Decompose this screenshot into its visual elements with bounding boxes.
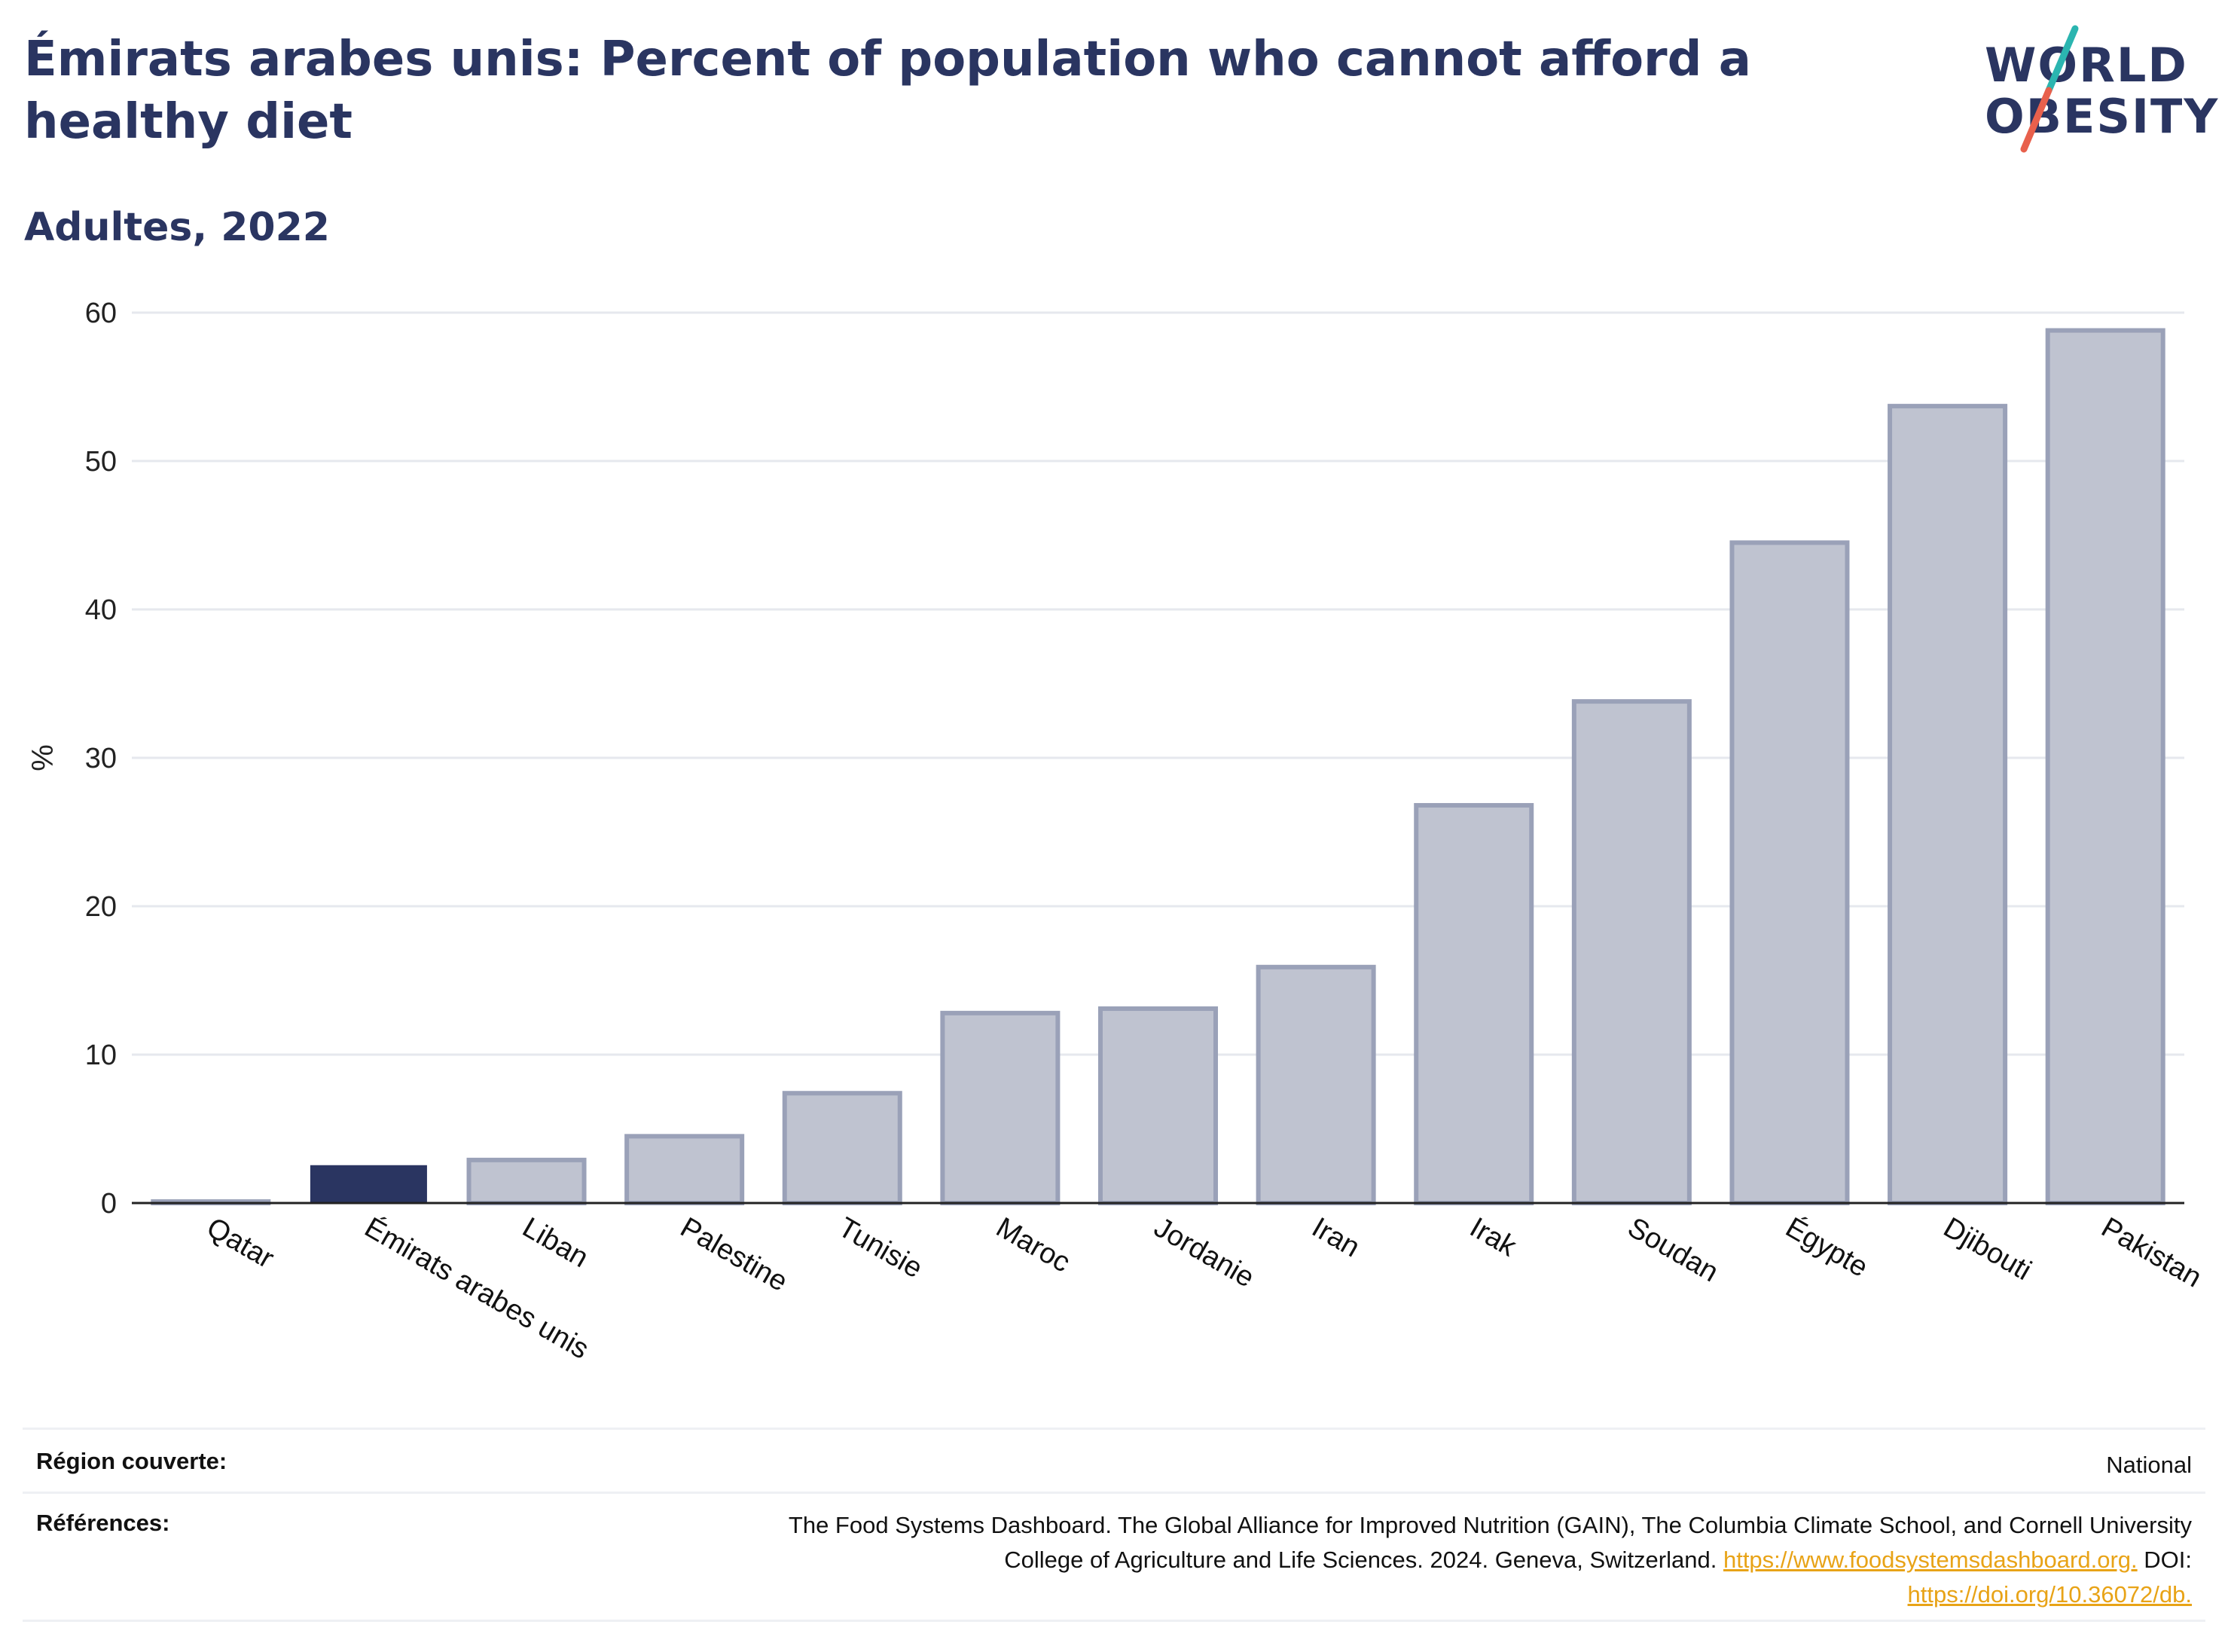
y-tick-label: 60 bbox=[85, 298, 117, 329]
bar bbox=[2045, 328, 2165, 1205]
x-tick-label: Tunisie bbox=[833, 1211, 928, 1284]
x-tick-label: Soudan bbox=[1622, 1211, 1723, 1288]
chart-title: Émirats arabes unis: Percent of populati… bbox=[24, 32, 1751, 151]
bar bbox=[624, 1134, 745, 1205]
y-tick-label: 50 bbox=[85, 446, 117, 478]
bar bbox=[1097, 1006, 1219, 1205]
x-tick-label: Qatar bbox=[201, 1211, 279, 1275]
y-tick-label: 40 bbox=[85, 594, 117, 626]
x-tick-label: Pakistan bbox=[2096, 1211, 2207, 1293]
doi-link[interactable]: https://doi.org/10.36072/db. bbox=[1907, 1581, 2192, 1608]
footer-divider-middle bbox=[23, 1492, 2205, 1494]
bar bbox=[310, 1165, 427, 1204]
references-text: The Food Systems Dashboard. The Global A… bbox=[384, 1508, 2192, 1612]
references-label: Références: bbox=[36, 1510, 170, 1536]
y-tick-label: 20 bbox=[85, 891, 117, 923]
dashboard-link[interactable]: https://www.foodsystemsdashboard.org. bbox=[1723, 1547, 2138, 1573]
y-tick-label: 0 bbox=[101, 1188, 117, 1220]
bar bbox=[1571, 699, 1692, 1205]
x-tick-label: Maroc bbox=[990, 1211, 1075, 1278]
references-line-1: The Food Systems Dashboard. The Global A… bbox=[788, 1512, 2192, 1538]
doi-label: DOI: bbox=[2144, 1547, 2192, 1573]
bar bbox=[782, 1091, 902, 1205]
footer-region-row: Région couverte: National bbox=[23, 1448, 2205, 1493]
logo-word-obesity: OBESITY bbox=[1985, 89, 2220, 144]
bar bbox=[1888, 404, 2008, 1206]
footer-divider-bottom bbox=[23, 1620, 2205, 1622]
y-tick-label: 30 bbox=[85, 743, 117, 774]
x-tick-label: Irak bbox=[1464, 1211, 1522, 1263]
x-tick-label: Djibouti bbox=[1938, 1211, 2037, 1287]
x-tick-label: Jordanie bbox=[1149, 1211, 1259, 1293]
logo-slash-icon bbox=[2020, 25, 2079, 153]
footer-references-row: Références: The Food Systems Dashboard. … bbox=[23, 1508, 2205, 1614]
logo-word-world: WORLD bbox=[1985, 38, 2188, 93]
footer-divider-top bbox=[23, 1428, 2205, 1430]
x-tick-label: Palestine bbox=[675, 1211, 792, 1298]
x-tick-label: Égypte bbox=[1780, 1211, 1873, 1284]
y-axis-label: % bbox=[26, 744, 60, 771]
x-tick-label: Liban bbox=[517, 1211, 594, 1274]
bar bbox=[466, 1157, 587, 1205]
chart-subtitle: Adultes, 2022 bbox=[24, 205, 330, 250]
bar bbox=[940, 1010, 1061, 1206]
world-obesity-logo: WORLD OBESITY bbox=[1970, 21, 2218, 157]
region-value: National bbox=[2106, 1452, 2192, 1478]
references-line-2: College of Agriculture and Life Sciences… bbox=[384, 1543, 2192, 1577]
references-line-2-text: College of Agriculture and Life Sciences… bbox=[1004, 1547, 1717, 1573]
bar bbox=[1414, 803, 1534, 1205]
bar bbox=[1256, 964, 1376, 1206]
y-tick-label: 10 bbox=[85, 1040, 117, 1071]
x-tick-label: Iran bbox=[1307, 1211, 1366, 1263]
bar bbox=[1729, 540, 1850, 1206]
region-label: Région couverte: bbox=[36, 1448, 227, 1474]
